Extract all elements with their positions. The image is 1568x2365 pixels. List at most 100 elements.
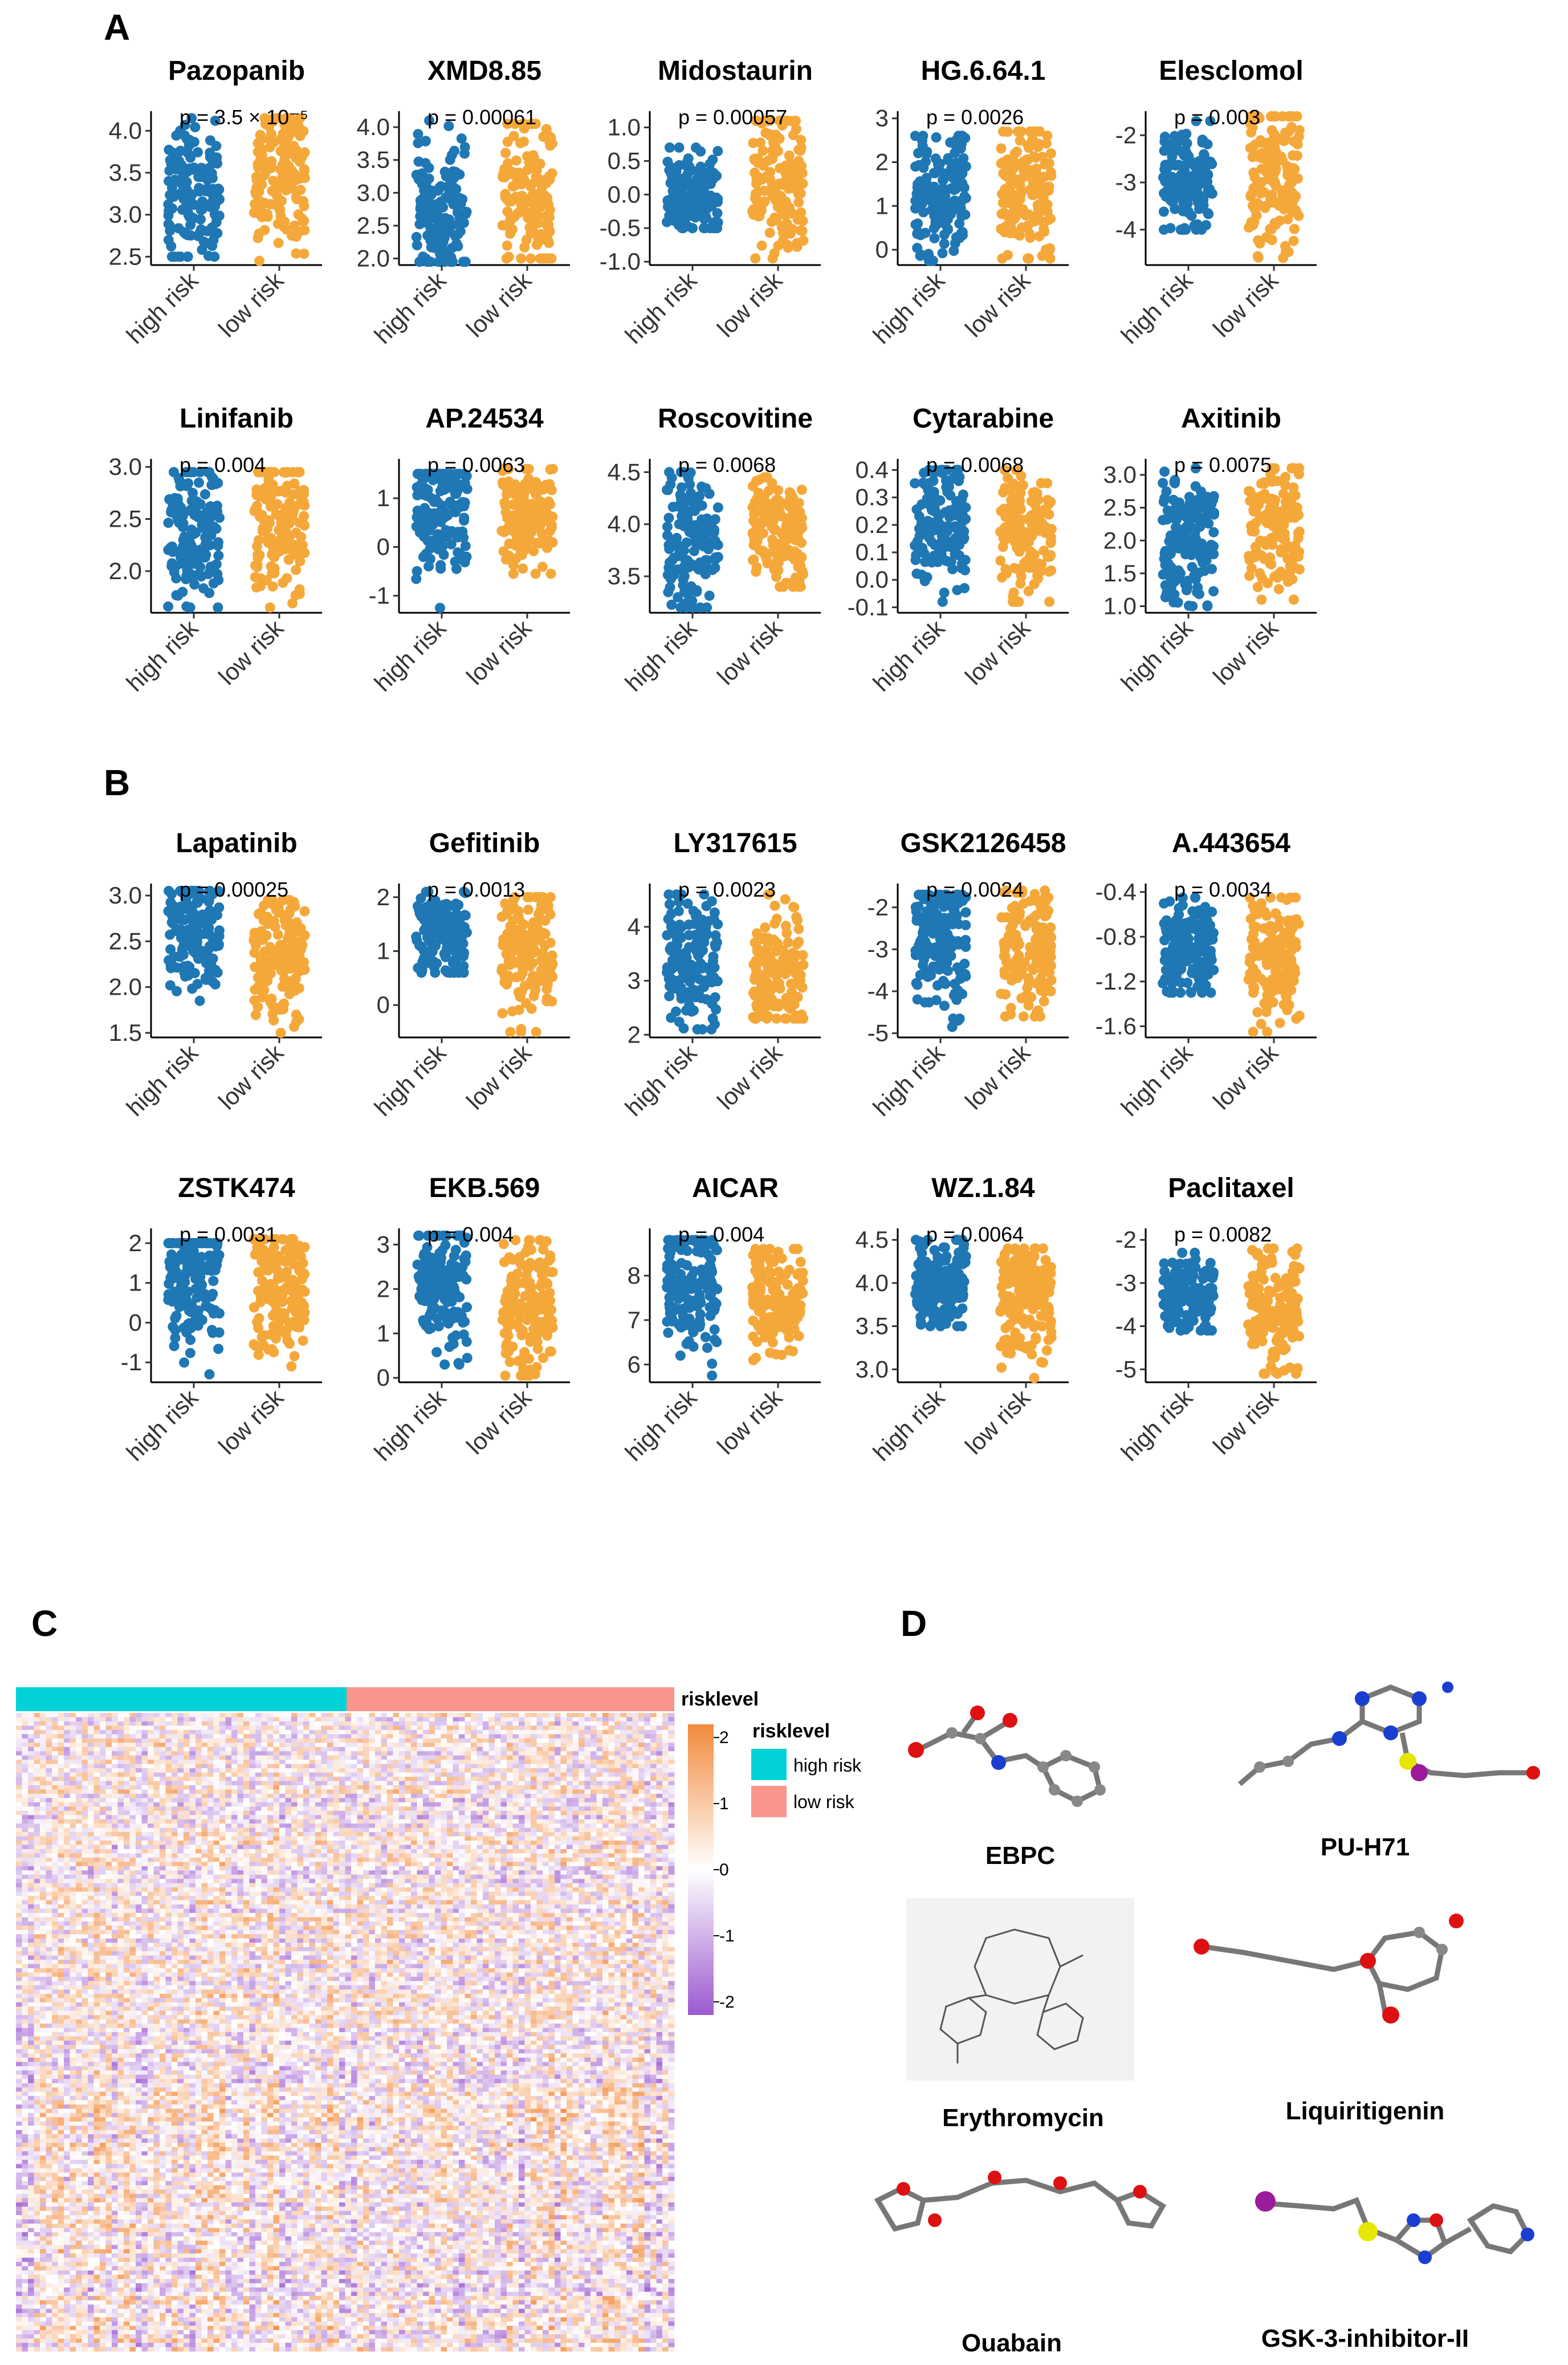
high-risk-point xyxy=(665,203,675,213)
low-risk-point xyxy=(1044,186,1054,196)
high-risk-point xyxy=(163,518,173,528)
low-risk-point xyxy=(793,145,804,155)
high-risk-point xyxy=(207,198,218,209)
high-risk-point xyxy=(426,242,437,253)
high-risk-point xyxy=(1159,206,1169,217)
high-risk-point xyxy=(918,160,928,170)
high-risk-point xyxy=(209,578,219,588)
high-risk-point xyxy=(699,191,709,201)
high-risk-point xyxy=(184,210,194,220)
high-risk-point xyxy=(421,254,431,264)
p-value-label: p = 3.5 × 10⁻⁵ xyxy=(180,105,308,129)
high-risk-point xyxy=(1176,170,1186,180)
high-risk-point xyxy=(1182,152,1192,162)
low-risk-point xyxy=(251,172,262,182)
y-tick-label: 2.5 xyxy=(109,243,142,270)
low-risk-point xyxy=(793,214,803,225)
high-risk-point xyxy=(1196,225,1207,235)
low-risk-point xyxy=(300,147,310,157)
low-risk-point xyxy=(1037,251,1047,261)
low-risk-point xyxy=(1003,250,1013,260)
high-risk-point xyxy=(202,175,213,185)
y-tick-label: 0 xyxy=(875,236,889,263)
high-risk-point xyxy=(206,226,216,236)
low-risk-point xyxy=(532,239,542,250)
p-value-label: p = 0.0026 xyxy=(926,105,1024,129)
low-risk-point xyxy=(788,130,799,140)
low-risk-point xyxy=(791,180,801,190)
high-risk-point xyxy=(457,133,467,144)
low-risk-point xyxy=(793,197,804,207)
low-risk-point xyxy=(287,165,297,176)
low-risk-point xyxy=(1045,243,1055,254)
low-risk-point xyxy=(1008,162,1018,172)
low-risk-point xyxy=(776,204,786,214)
low-risk-point xyxy=(778,180,788,190)
high-risk-point xyxy=(705,167,715,177)
low-risk-point xyxy=(1266,111,1276,121)
y-tick-label: 4.0 xyxy=(357,113,390,140)
low-risk-point xyxy=(299,249,309,259)
subplot-title: HG.6.64.1 xyxy=(921,56,1046,86)
high-risk-point xyxy=(178,184,189,194)
y-tick-label: 3.5 xyxy=(357,146,390,173)
subplot-title: Linifanib xyxy=(180,404,294,434)
high-risk-point xyxy=(1167,152,1177,162)
low-risk-point xyxy=(748,204,759,214)
low-risk-point xyxy=(998,168,1008,178)
high-risk-point xyxy=(665,143,675,153)
high-risk-point xyxy=(950,238,960,249)
high-risk-point xyxy=(1197,137,1207,148)
low-risk-point xyxy=(1257,138,1268,148)
low-risk-point xyxy=(1290,205,1301,215)
high-risk-point xyxy=(1194,204,1204,214)
low-risk-point xyxy=(257,144,267,154)
low-risk-point xyxy=(783,243,793,253)
low-risk-point xyxy=(782,167,792,177)
y-tick-label: -0.5 xyxy=(600,214,641,241)
high-risk-point xyxy=(451,238,462,249)
x-tick-label-low-risk: low risk xyxy=(1208,266,1284,342)
low-risk-point xyxy=(750,253,760,263)
high-risk-point xyxy=(929,233,939,243)
high-risk-point xyxy=(951,159,962,169)
low-risk-point xyxy=(754,158,764,168)
low-risk-point xyxy=(1269,175,1279,185)
low-risk-point xyxy=(996,209,1007,219)
high-risk-point xyxy=(1182,138,1192,148)
low-risk-point xyxy=(999,157,1009,167)
low-risk-point xyxy=(1261,167,1272,177)
high-risk-point xyxy=(1172,132,1182,143)
subplot-xmd8-85: XMD8.852.02.53.03.54.0 p = 0.00061high ri… xyxy=(357,56,570,349)
low-risk-point xyxy=(1043,215,1053,225)
low-risk-point xyxy=(290,221,300,231)
y-tick-label: -2 xyxy=(1115,121,1137,148)
y-tick-label: 3.5 xyxy=(109,159,142,186)
high-risk-point xyxy=(449,173,459,183)
low-risk-point xyxy=(541,124,552,135)
low-risk-point xyxy=(271,190,282,200)
high-risk-point xyxy=(1178,225,1188,235)
high-risk-point xyxy=(701,212,711,222)
high-risk-point xyxy=(931,153,941,164)
high-risk-point xyxy=(939,239,950,249)
high-risk-point xyxy=(1190,170,1200,181)
high-risk-point xyxy=(1203,209,1213,219)
low-risk-point xyxy=(1040,159,1050,169)
low-risk-point xyxy=(757,241,767,251)
low-risk-point xyxy=(1284,247,1294,257)
high-risk-point xyxy=(950,196,960,206)
high-risk-point xyxy=(915,230,926,240)
high-risk-point xyxy=(1182,198,1192,209)
y-tick-label: 2.5 xyxy=(109,506,142,532)
low-risk-point xyxy=(501,190,511,201)
high-risk-point xyxy=(455,193,465,203)
high-risk-point xyxy=(428,211,438,221)
high-risk-point xyxy=(1166,195,1176,205)
high-risk-point xyxy=(949,185,959,195)
low-risk-point xyxy=(792,242,803,252)
high-risk-point xyxy=(700,223,710,233)
low-risk-point xyxy=(275,205,285,215)
high-risk-point xyxy=(178,194,189,204)
high-risk-point xyxy=(173,223,184,233)
